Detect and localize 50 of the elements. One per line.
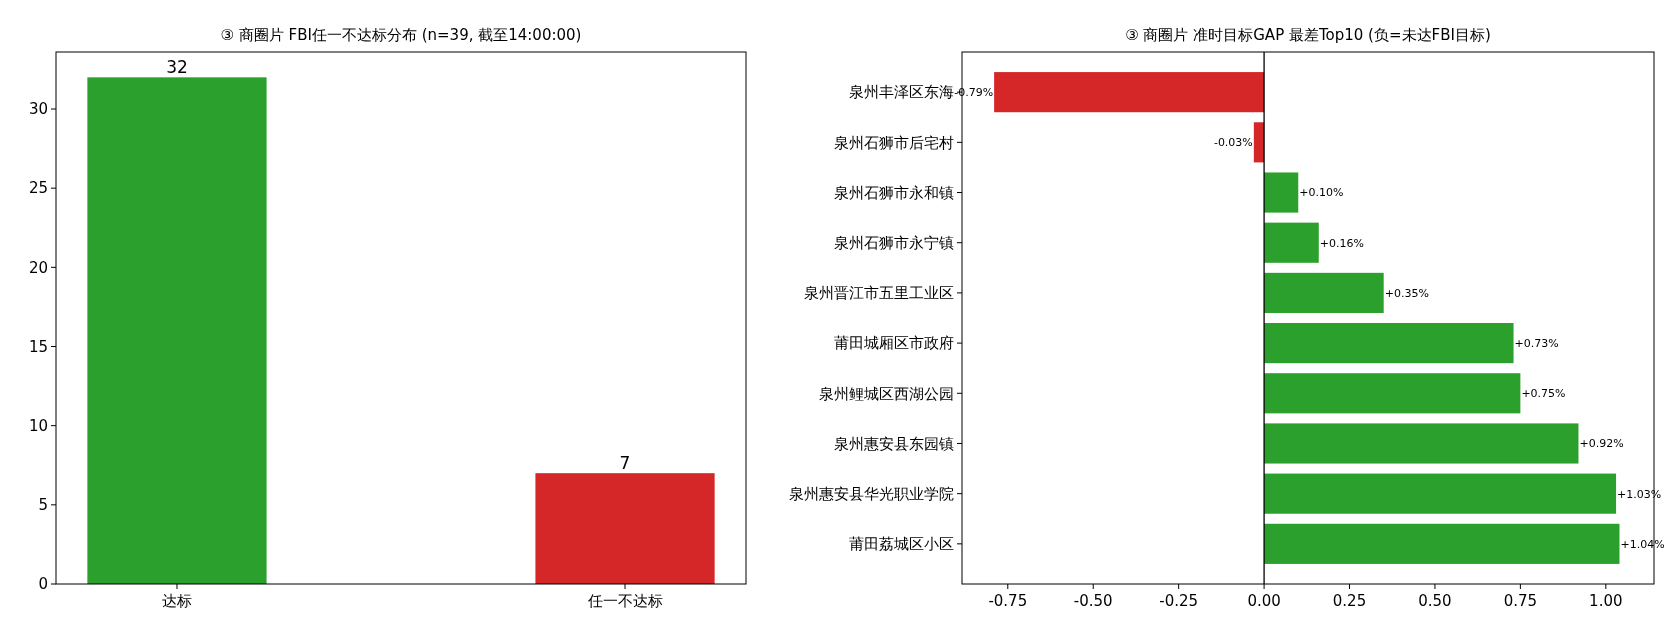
- bar: [1264, 323, 1514, 364]
- y-tick-label: 泉州石狮市后宅村: [834, 133, 954, 152]
- data-label: +0.10%: [1299, 186, 1344, 200]
- bar: [1264, 373, 1521, 414]
- y-tick-label: 0: [38, 575, 48, 594]
- y-tick-label: 30: [28, 100, 48, 119]
- y-tick-label: 5: [38, 496, 48, 515]
- bar: [1264, 222, 1319, 263]
- data-label: +0.35%: [1384, 286, 1429, 300]
- chart-title: ③ 商圈片 FBI任一不达标分布 (n=39, 截至14:00:00): [220, 26, 582, 44]
- x-tick-label: 1.00: [1589, 592, 1623, 610]
- data-label: 7: [619, 453, 631, 474]
- y-tick-label: 泉州惠安县华光职业学院: [789, 484, 954, 503]
- data-label: +0.92%: [1579, 437, 1624, 451]
- data-label: -0.79%: [954, 86, 994, 99]
- data-label: 32: [166, 57, 188, 78]
- bar: [994, 72, 1265, 113]
- x-tick-label: 0.00: [1247, 592, 1281, 610]
- data-label: +1.04%: [1620, 537, 1665, 551]
- x-tick-label: -0.50: [1073, 592, 1113, 610]
- bar: [1264, 523, 1620, 564]
- y-tick-label: 10: [28, 416, 48, 435]
- x-tick-label: -0.25: [1159, 592, 1199, 610]
- y-tick-label: 泉州石狮市永宁镇: [834, 233, 954, 252]
- y-tick-label: 泉州晋江市五里工业区: [804, 284, 954, 303]
- data-label: +0.75%: [1521, 387, 1566, 401]
- data-label: +1.03%: [1617, 487, 1662, 501]
- x-tick-label: 0.50: [1418, 592, 1452, 610]
- x-tick-label: 0.75: [1503, 592, 1538, 610]
- x-tick-label: 达标: [161, 592, 192, 610]
- x-tick-label: 0.25: [1332, 592, 1367, 610]
- y-tick-label: 莆田荔城区小区: [849, 535, 954, 554]
- bar: [1264, 172, 1299, 213]
- y-tick-label: 泉州惠安县东园镇: [834, 434, 954, 453]
- chart-title: ③ 商圈片 准时目标GAP 最差Top10 (负=未达FBI目标): [1125, 26, 1491, 44]
- y-tick-label: 20: [28, 258, 48, 277]
- bar: [1264, 473, 1617, 514]
- x-tick-label: 任一不达标: [586, 592, 663, 610]
- y-tick-label: 泉州丰泽区东海: [849, 83, 954, 102]
- y-tick-label: 泉州鲤城区西湖公园: [819, 384, 954, 403]
- y-tick-label: 莆田城厢区市政府: [834, 334, 954, 353]
- data-label: -0.03%: [1213, 136, 1253, 150]
- bar: [1264, 272, 1384, 313]
- data-label: +0.73%: [1514, 336, 1559, 350]
- y-tick-label: 25: [28, 179, 48, 198]
- y-tick-label: 15: [28, 337, 48, 356]
- bar: [1264, 423, 1579, 464]
- data-label: +0.16%: [1319, 236, 1364, 250]
- x-tick-label: -0.75: [988, 592, 1028, 610]
- y-tick-label: 泉州石狮市永和镇: [834, 183, 954, 202]
